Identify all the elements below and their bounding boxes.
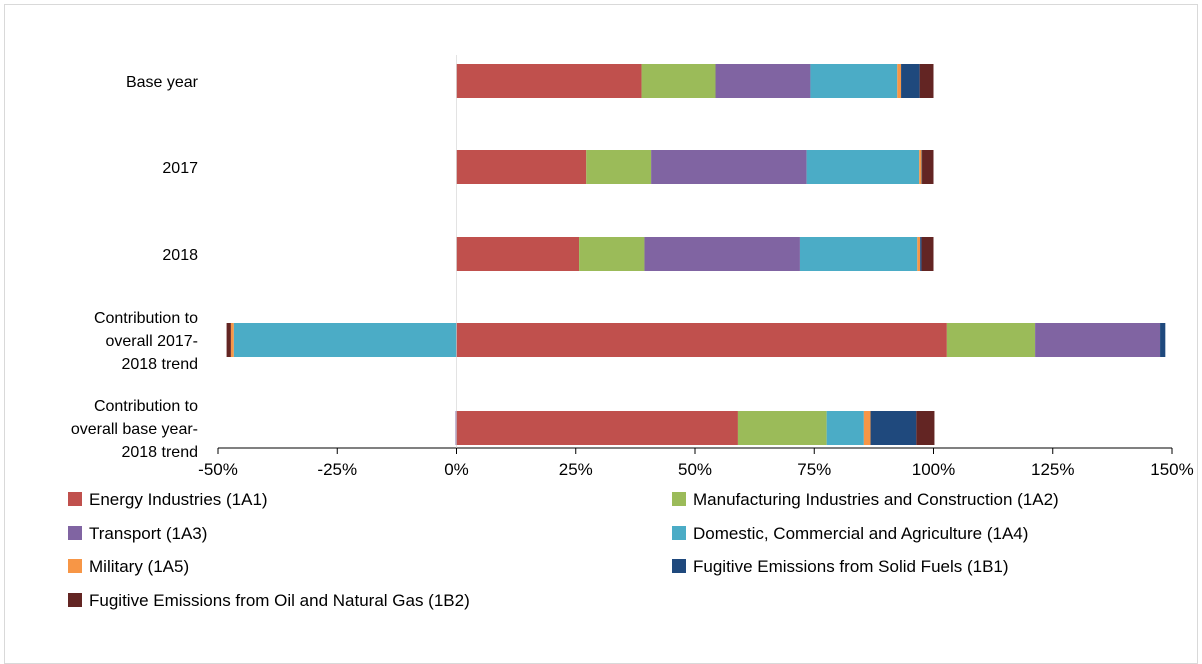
x-tick-label: 25% <box>559 460 593 479</box>
bar-segment <box>641 64 716 98</box>
bar-segment <box>1035 323 1161 357</box>
category-label: Contribution to <box>94 398 198 415</box>
bar-segment <box>456 411 738 445</box>
x-tick-label: 0% <box>444 460 469 479</box>
category-label: 2018 trend <box>121 356 198 373</box>
category-label: overall base year- <box>71 421 198 438</box>
legend-label: Energy Industries (1A1) <box>89 490 268 509</box>
x-tick-label: 75% <box>797 460 831 479</box>
x-tick-label: -25% <box>317 460 357 479</box>
bar-segment <box>810 64 898 98</box>
x-tick-label: 100% <box>912 460 955 479</box>
bar-segment <box>230 323 234 357</box>
bar-segment <box>917 237 921 271</box>
bar-segment <box>586 150 652 184</box>
bar-segment <box>1160 323 1166 357</box>
legend-label: Fugitive Emissions from Solid Fuels (1B1… <box>693 557 1009 576</box>
bar-segment <box>644 237 800 271</box>
bar-segment <box>651 150 807 184</box>
category-label: 2018 trend <box>121 444 198 461</box>
legend-label: Military (1A5) <box>89 557 189 576</box>
bar-segment <box>916 411 935 445</box>
bar-segment <box>922 150 934 184</box>
x-axis: -50% -25% 0% 25% 50% 75% 100% 125% 150% <box>198 55 1194 479</box>
legend-label: Transport (1A3) <box>89 524 207 543</box>
x-tick-label: 150% <box>1150 460 1193 479</box>
category-label: overall 2017- <box>106 333 199 350</box>
bar-segment <box>456 64 642 98</box>
bar-segment <box>233 323 457 357</box>
bar-segment <box>863 411 871 445</box>
x-tick-label: -50% <box>198 460 238 479</box>
legend: Energy Industries (1A1) Manufacturing Ind… <box>68 490 1059 610</box>
legend-label: Fugitive Emissions from Oil and Natural … <box>89 591 470 610</box>
bar-segment <box>579 237 645 271</box>
x-tick-label: 125% <box>1031 460 1074 479</box>
bar-segment <box>921 237 934 271</box>
bar-segment <box>946 323 1036 357</box>
legend-swatch <box>68 492 82 506</box>
legend-swatch <box>672 559 686 573</box>
x-tick-label: 50% <box>678 460 712 479</box>
category-label: 2018 <box>162 247 198 264</box>
legend-swatch <box>672 492 686 506</box>
legend-label: Manufacturing Industries and Constructio… <box>693 490 1059 509</box>
bar-segment <box>897 64 902 98</box>
bar-segment <box>920 237 922 271</box>
bar-segment <box>226 323 231 357</box>
category-label: Contribution to <box>94 310 198 327</box>
bar-segment <box>870 411 917 445</box>
bar-segment <box>921 150 923 184</box>
bar-segment <box>737 411 827 445</box>
legend-swatch <box>68 526 82 540</box>
bar-segment <box>901 64 920 98</box>
bar-segment <box>806 150 920 184</box>
bar-segment <box>455 411 457 445</box>
bar-segment <box>456 237 580 271</box>
bar-segment <box>456 150 587 184</box>
category-labels: Base year 2017 2018 Contribution to overall … <box>71 74 199 461</box>
bars-layer <box>226 64 1166 445</box>
legend-swatch <box>68 559 82 573</box>
bar-segment <box>919 64 934 98</box>
category-label: 2017 <box>162 160 198 177</box>
bar-segment <box>456 323 947 357</box>
category-label: Base year <box>126 74 199 91</box>
legend-swatch <box>672 526 686 540</box>
bar-segment <box>919 150 922 184</box>
bar-segment <box>715 64 811 98</box>
legend-swatch <box>68 593 82 607</box>
bar-segment <box>799 237 918 271</box>
legend-label: Domestic, Commercial and Agriculture (1A… <box>693 524 1028 543</box>
bar-segment <box>826 411 864 445</box>
